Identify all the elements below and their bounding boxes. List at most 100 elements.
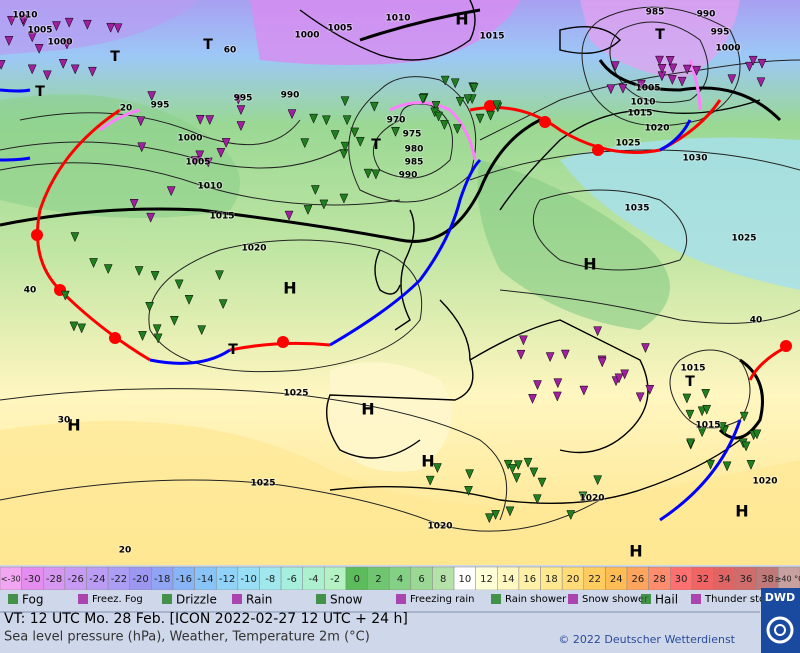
high-pressure: H	[735, 502, 748, 521]
weather-symbol	[505, 506, 515, 517]
weather-symbol	[752, 429, 762, 440]
weather-symbol	[218, 299, 228, 310]
isobar-label: 990	[281, 91, 300, 101]
isobar-label: 1025	[615, 139, 640, 149]
weather-symbol	[614, 373, 624, 384]
isobar-label: 40	[24, 286, 37, 296]
scale-label: -22	[111, 574, 127, 585]
weather-symbol	[682, 64, 692, 75]
weather-symbol	[431, 101, 441, 112]
scale-label: 26	[631, 574, 644, 585]
isobar-label: 1005	[327, 24, 352, 34]
warm-front-symbols	[31, 100, 792, 352]
weather-symbol	[722, 461, 732, 472]
scale-label: 30	[675, 574, 688, 585]
isobar-label: 1020	[579, 494, 604, 504]
isobar-label: 1020	[427, 522, 452, 532]
scale-label: 38	[761, 574, 774, 585]
weather-symbol	[682, 393, 692, 404]
legend-label: Drizzle	[176, 593, 217, 607]
weather-legend: Fog Freez. Fog Drizzle Rain Snow Freezing rai…	[8, 593, 779, 607]
weather-symbol	[195, 114, 205, 125]
weather-symbol	[319, 199, 329, 210]
weather-symbol	[137, 142, 147, 153]
weather-symbol	[655, 55, 664, 66]
weather-symbol	[221, 138, 231, 149]
legend-label: Freezing rain	[410, 594, 474, 605]
weather-symbol	[236, 121, 246, 132]
legend-icon	[78, 594, 88, 604]
isobar-label: 1015	[209, 212, 234, 222]
weather-symbol	[58, 59, 68, 69]
scale-label: 32	[696, 574, 709, 585]
logo-text: DWD	[765, 591, 795, 604]
weather-symbol	[532, 494, 542, 505]
weather-symbol	[440, 120, 449, 130]
weather-symbol	[369, 101, 379, 112]
isobar-label: 1025	[731, 234, 756, 244]
logo-swirl	[766, 616, 794, 644]
weather-symbol	[146, 212, 156, 223]
weather-symbol	[191, 156, 200, 167]
weather-symbol	[455, 96, 465, 107]
isobar-label: 1000	[177, 134, 202, 144]
weather-symbol	[756, 77, 766, 88]
scale-label: -20	[132, 574, 148, 585]
weather-symbol	[702, 404, 712, 415]
weather-symbol	[69, 321, 79, 332]
weather-symbol	[560, 349, 570, 360]
scale-label: -10	[240, 574, 256, 585]
weather-symbol	[677, 76, 687, 87]
weather-symbol	[18, 14, 28, 25]
isobar-label: 1030	[682, 154, 707, 164]
weather-symbol	[287, 109, 297, 120]
isobar-label: 1015	[479, 32, 504, 42]
isobar-label: 1005	[185, 158, 210, 168]
weather-symbol	[668, 63, 678, 74]
logo-swirl-inner	[774, 624, 786, 636]
high-pressure: H	[421, 452, 434, 471]
weather-symbol	[197, 325, 207, 336]
isobar-label: 1010	[630, 98, 655, 108]
coastlines	[299, 0, 761, 505]
weather-symbol	[322, 115, 331, 126]
low-pressure: T	[35, 84, 45, 100]
weather-symbol	[129, 199, 139, 209]
weather-symbol	[330, 130, 340, 141]
scale-label: 18	[545, 574, 558, 585]
legend-label: Snow	[330, 593, 363, 607]
isobar-label: 995	[711, 28, 730, 38]
low-pressure: T	[685, 374, 695, 390]
map-area: 1010 1005 1000 1005 1010 H 1000 1015 985 990 995 10…	[0, 0, 800, 565]
weather-symbol	[727, 74, 737, 85]
weather-symbol	[152, 324, 162, 335]
legend-label: Snow shower	[582, 594, 649, 605]
weather-symbol	[106, 22, 116, 33]
weather-symbol	[512, 473, 521, 484]
weather-symbol	[486, 110, 495, 121]
weather-symbol	[0, 60, 6, 70]
weather-symbol	[88, 66, 97, 77]
weather-symbol	[363, 168, 373, 179]
weather-symbol	[174, 279, 184, 290]
scale-label: 6	[418, 574, 424, 585]
isobar-label: 1020	[752, 477, 777, 487]
low-pressure: T	[655, 27, 665, 43]
legend-label: Rain	[246, 593, 272, 607]
weather-symbol	[355, 136, 365, 147]
high-pressure: H	[361, 400, 374, 419]
map-labels: 1010 1005 1000 1005 1010 H 1000 1015 985 990 995 10…	[11, 7, 778, 561]
weather-symbol	[153, 333, 163, 344]
weather-symbol	[62, 39, 72, 50]
isobar-label: 970	[387, 116, 406, 126]
isobar-label: 20	[119, 546, 132, 556]
weather-symbol	[339, 193, 349, 204]
isobar-label: 1020	[241, 244, 266, 254]
weather-symbol	[746, 460, 756, 470]
weather-symbol	[195, 150, 205, 161]
isobar-label: 975	[403, 130, 422, 140]
legend-label: Rain shower	[505, 594, 567, 605]
weather-symbol	[484, 513, 494, 524]
low-pressure: T	[203, 37, 213, 53]
valid-time: VT: 12 UTC Mo. 28 Feb. [ICON 2022-02-27 …	[4, 611, 408, 627]
